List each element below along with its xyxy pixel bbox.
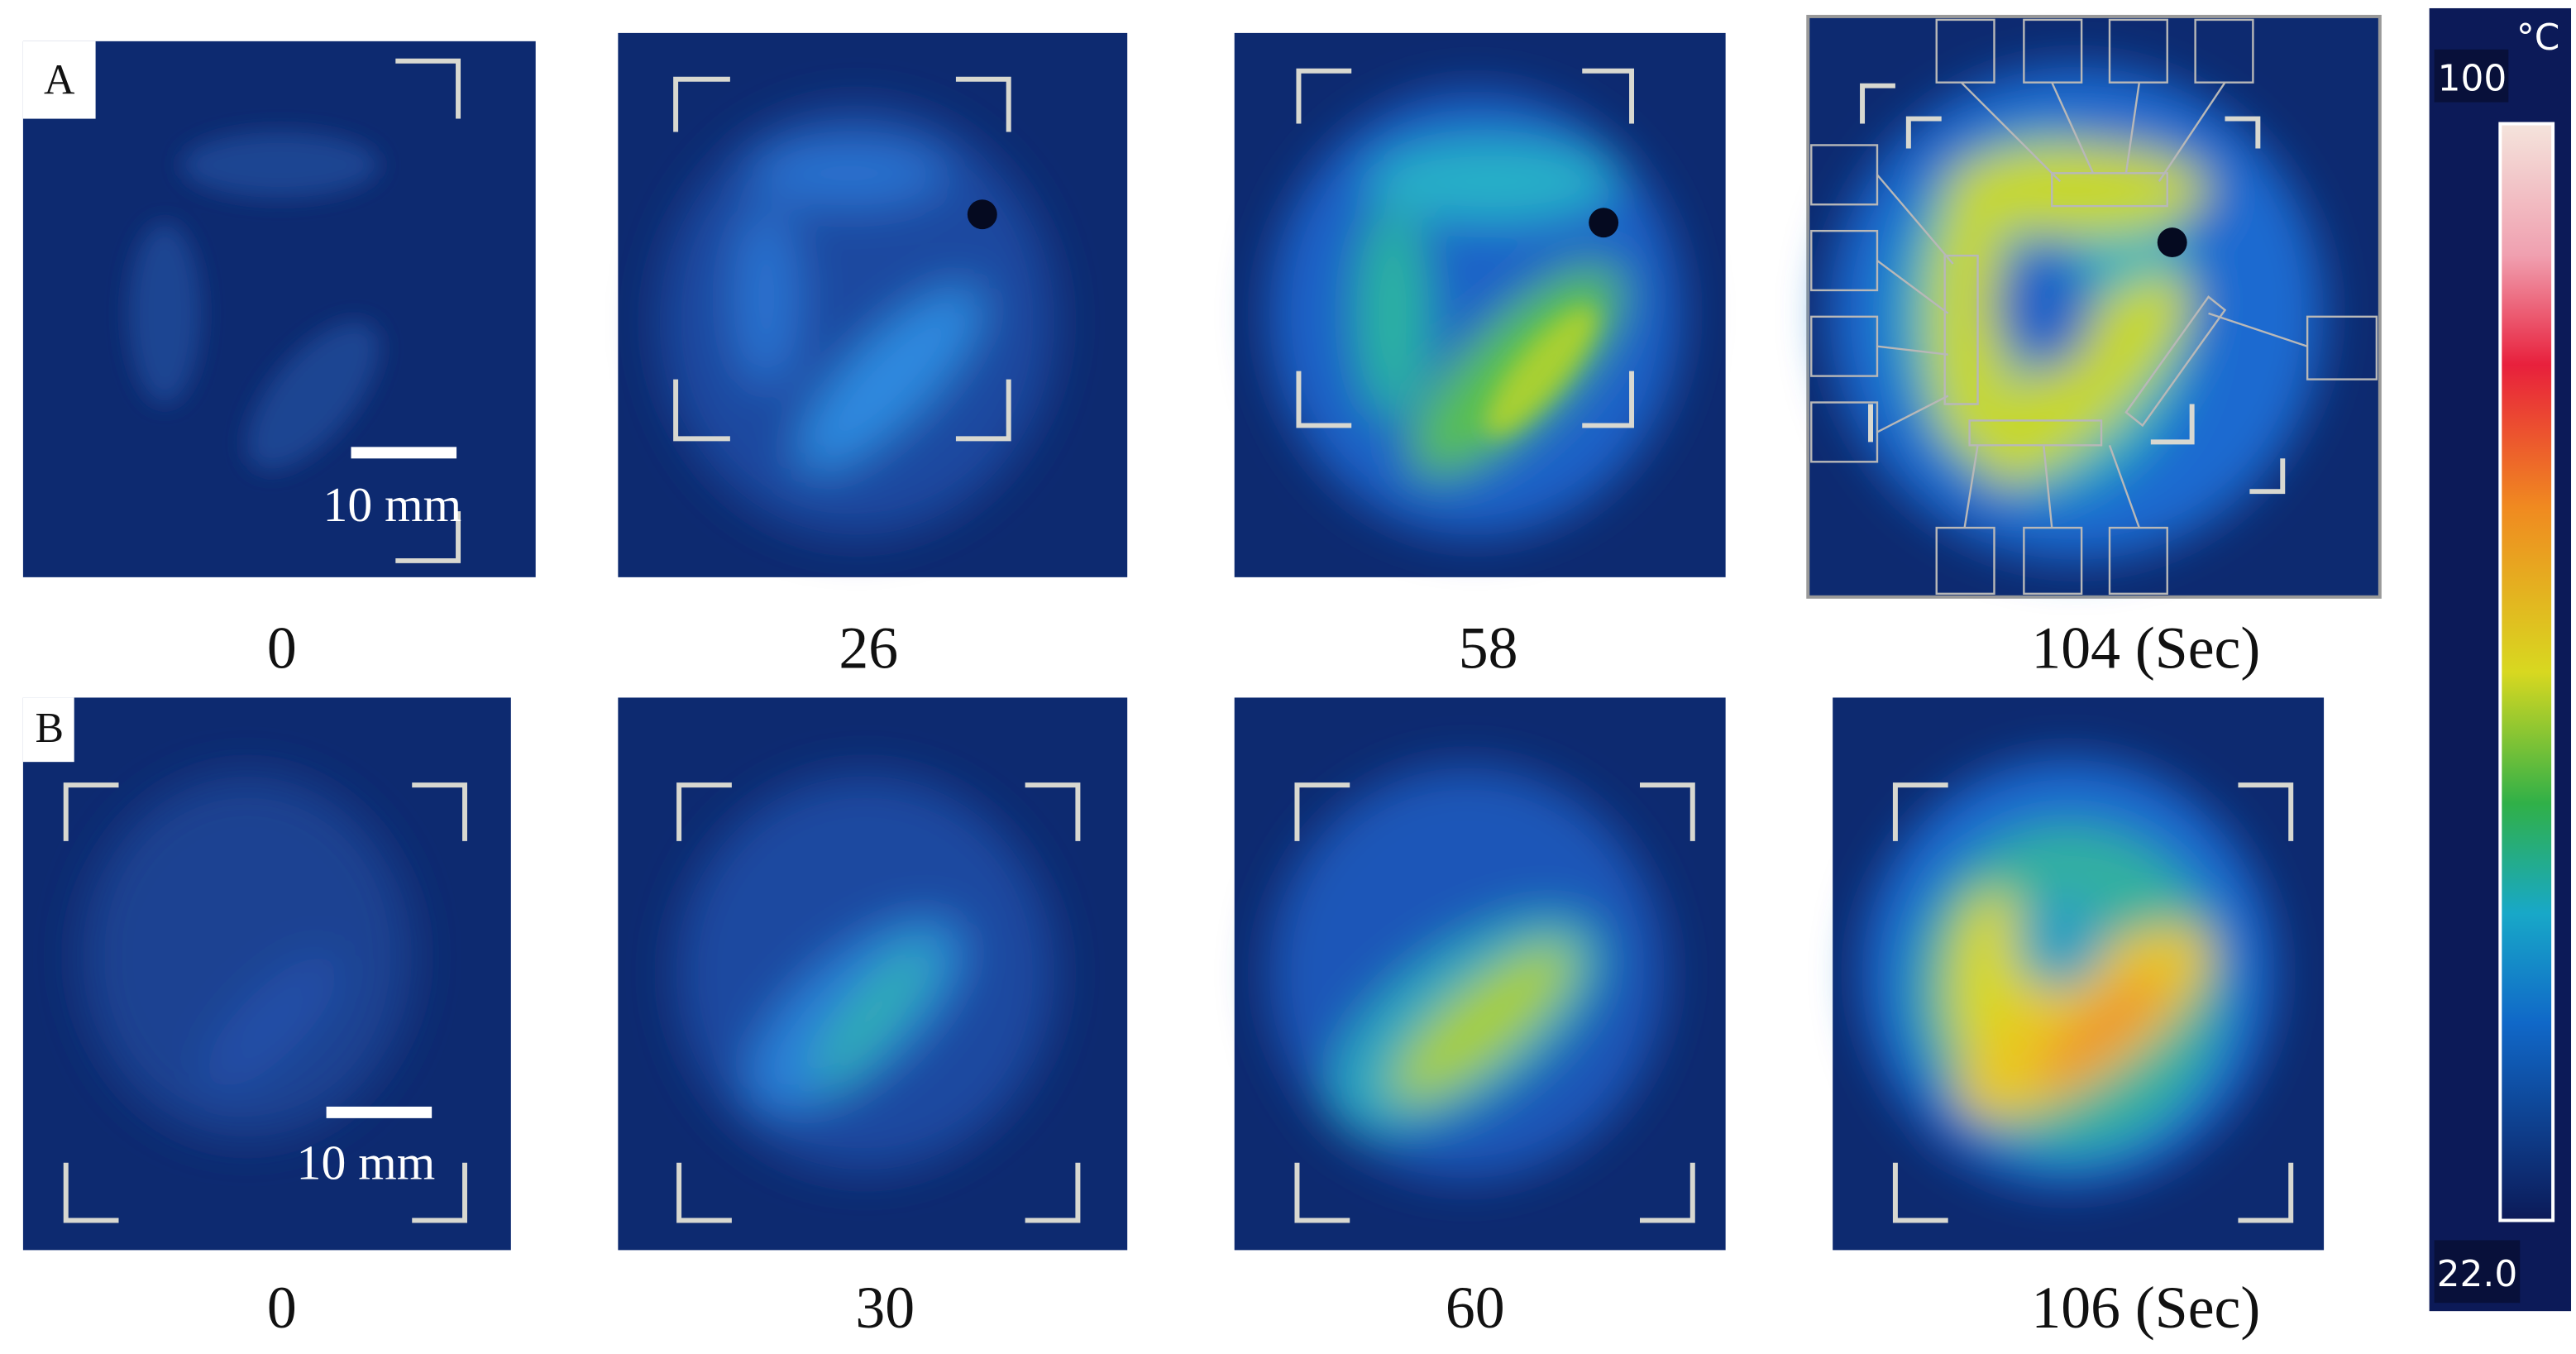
colorbar-unit: °C <box>2516 17 2560 59</box>
thermal-image: B 10 mm <box>22 697 511 1251</box>
time-label: 106 (Sec) <box>2031 1275 2260 1341</box>
thermal-image <box>1234 697 1726 1251</box>
time-label: 104 (Sec) <box>2031 615 2260 682</box>
colorbar-min: 22.0 <box>2437 1253 2518 1295</box>
time-label: 0 <box>267 1275 297 1341</box>
time-label: 30 <box>855 1275 915 1341</box>
thermal-image <box>1806 14 2382 599</box>
panel-label: B <box>36 705 65 752</box>
time-label: 60 <box>1446 1275 1505 1341</box>
thermal-image <box>618 697 1128 1251</box>
time-label: 26 <box>839 615 898 682</box>
scale-bar-label: 10 mm <box>297 1136 436 1190</box>
time-label: 58 <box>1459 615 1518 682</box>
thermal-image <box>1234 32 1726 577</box>
colorbar-max: 100 <box>2438 58 2507 100</box>
colorbar: 100 °C 22.0 <box>2429 7 2572 1312</box>
panel-a: A 10 mm <box>22 14 2382 682</box>
panel-label: A <box>44 57 75 104</box>
time-label: 0 <box>267 615 297 682</box>
thermal-image <box>1833 697 2325 1251</box>
scale-bar-label: 10 mm <box>323 477 461 532</box>
thermal-image: A 10 mm <box>22 41 536 577</box>
thermal-image <box>618 32 1128 577</box>
panel-b: B 10 mm 0 <box>22 697 2325 1341</box>
